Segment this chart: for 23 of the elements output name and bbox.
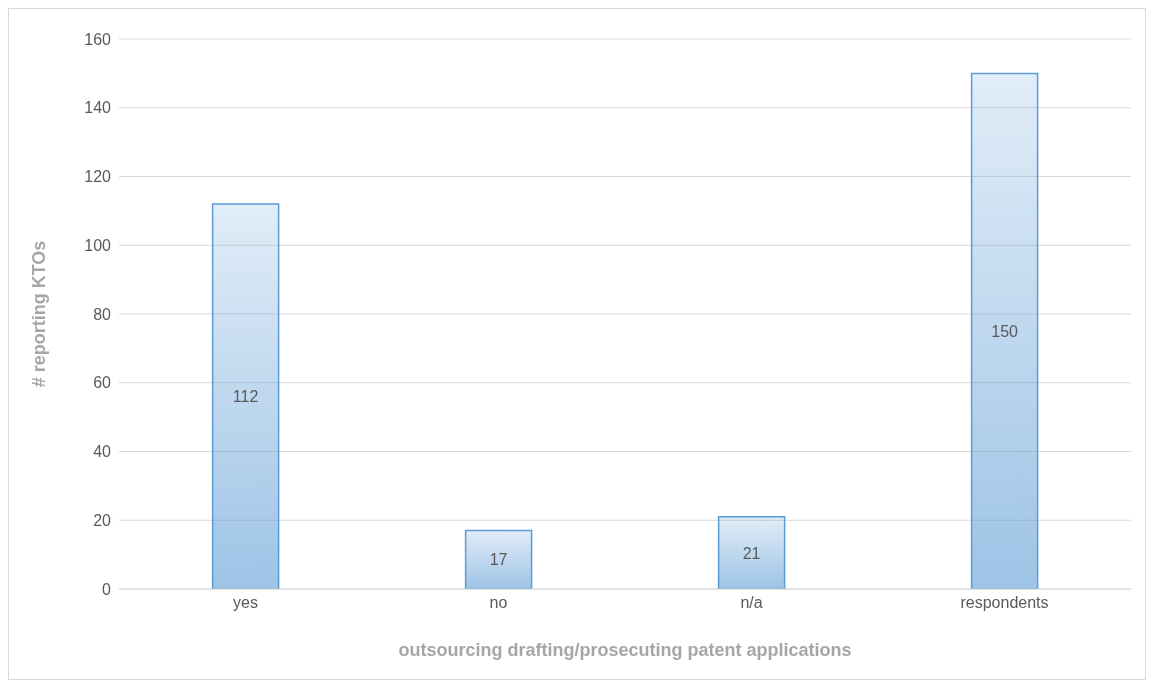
x-axis-title: outsourcing drafting/prosecuting patent applications (398, 640, 852, 660)
data-label: 17 (489, 551, 508, 569)
y-tick-label: 120 (84, 168, 112, 186)
y-tick-label: 20 (93, 511, 112, 529)
x-tick-label: respondents (960, 594, 1049, 612)
y-tick-label: 100 (84, 236, 112, 254)
bar (970, 72, 1039, 589)
data-label: 21 (742, 544, 761, 562)
x-tick-label: no (489, 594, 508, 612)
data-label: 112 (232, 388, 259, 406)
y-axis-title: # reporting KTOs (29, 240, 50, 388)
x-tick-label: n/a (740, 594, 763, 612)
bar (211, 203, 280, 589)
y-tick-label: 0 (102, 580, 112, 598)
y-tick-label: 140 (84, 99, 112, 117)
bar (717, 516, 786, 589)
y-tick-label: 80 (93, 305, 112, 323)
bar (464, 529, 533, 589)
x-tick-label: yes (233, 594, 258, 612)
y-tick-label: 60 (93, 374, 112, 392)
y-tick-label: 40 (93, 443, 112, 461)
y-tick-label: 160 (84, 30, 112, 48)
data-label: 150 (991, 322, 1019, 340)
